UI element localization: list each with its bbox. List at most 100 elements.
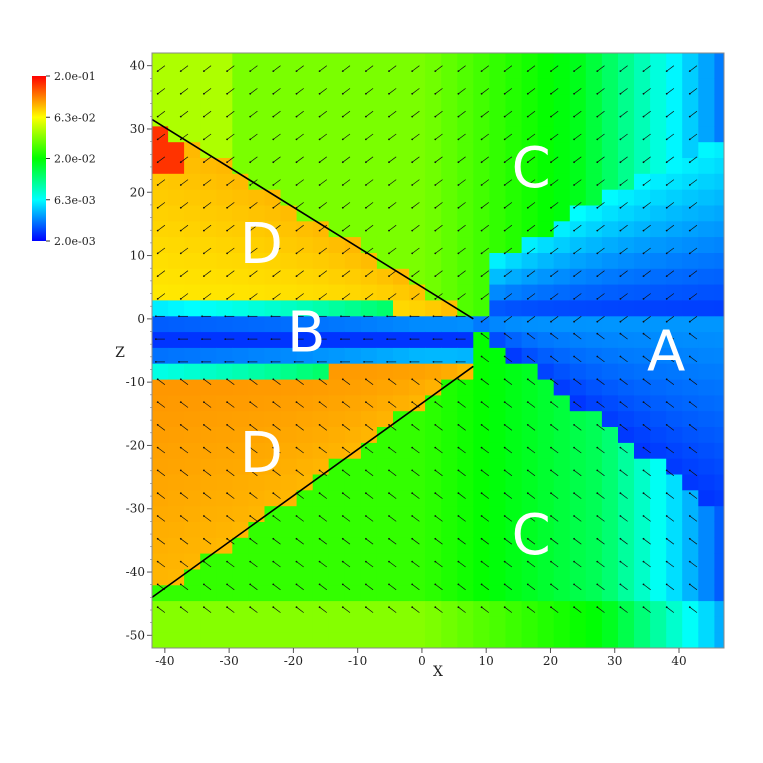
vector-arrow-head — [156, 138, 159, 141]
vector-arrow-head — [642, 583, 645, 586]
heatmap-cell — [168, 236, 185, 253]
heatmap-cell — [184, 584, 201, 602]
heatmap-cell — [216, 189, 233, 206]
heatmap-cell — [698, 268, 715, 285]
vector-arrow — [388, 606, 397, 613]
heatmap-cell — [537, 600, 555, 617]
heatmap-cell — [312, 553, 330, 570]
vector-arrow-head — [203, 606, 205, 609]
heatmap-cell — [184, 537, 201, 554]
heatmap-cell — [682, 473, 699, 491]
heatmap-cell — [184, 189, 201, 206]
heatmap-cell — [184, 553, 201, 570]
heatmap-cell — [168, 315, 185, 333]
heatmap-cell — [232, 347, 249, 364]
heatmap-cell — [521, 252, 539, 269]
vector-arrow-head — [619, 424, 622, 426]
vector-arrow — [157, 379, 166, 385]
heatmap-cell — [650, 315, 667, 333]
vector-arrow — [249, 270, 258, 277]
vector-arrow-head — [156, 537, 159, 540]
heatmap-cell — [650, 521, 667, 538]
heatmap-cell — [601, 110, 619, 127]
heatmap-cell — [714, 189, 724, 206]
vector-arrow-head — [272, 606, 275, 609]
vector-arrow-head — [550, 469, 552, 472]
heatmap-cell — [618, 363, 635, 380]
heatmap-cell — [521, 173, 539, 190]
heatmap-cell — [184, 284, 201, 301]
vector-arrow-head — [249, 206, 252, 209]
heatmap-cell — [521, 347, 539, 364]
vector-arrow-head — [249, 537, 252, 540]
vector-arrow — [666, 379, 675, 385]
vector-arrow-head — [642, 424, 645, 426]
vector-arrow — [689, 356, 698, 363]
heatmap-cell — [569, 236, 587, 253]
heatmap-cell — [714, 584, 724, 602]
vector-arrow-head — [293, 338, 296, 340]
heatmap-cell — [537, 363, 555, 380]
heatmap-cell — [682, 600, 699, 617]
vector-arrow — [550, 316, 559, 322]
heatmap-cell — [264, 78, 282, 95]
heatmap-cell — [184, 568, 201, 586]
vector-arrow-head — [272, 492, 275, 495]
heatmap-cell — [650, 157, 667, 174]
heatmap-cell — [553, 537, 571, 554]
vector-arrow-head — [156, 298, 159, 300]
heatmap-cell — [216, 553, 233, 570]
heatmap-cell — [521, 410, 539, 427]
heatmap-cell — [425, 78, 442, 95]
vector-arrow-head — [665, 469, 668, 472]
vector-arrow — [597, 561, 605, 568]
vector-arrow — [481, 156, 490, 163]
vector-arrow-head — [526, 332, 529, 335]
heatmap-cell — [312, 110, 330, 127]
vector-arrow-head — [365, 298, 367, 300]
heatmap-cell — [168, 537, 185, 554]
heatmap-cell — [328, 473, 346, 491]
heatmap-cell — [344, 600, 362, 617]
vector-arrow-head — [503, 161, 506, 164]
vector-arrow — [458, 515, 466, 522]
heatmap-cell — [296, 442, 314, 459]
vector-arrow-head — [503, 92, 506, 95]
heatmap-cell — [618, 584, 635, 602]
vector-arrow-head — [272, 275, 275, 277]
vector-arrow — [411, 247, 420, 254]
vector-arrow — [689, 424, 698, 431]
vector-arrow — [273, 88, 281, 95]
vector-arrow-head — [247, 315, 250, 318]
vector-arrow — [365, 584, 374, 591]
vector-arrow-head — [457, 70, 460, 72]
vector-arrow-head — [341, 115, 344, 118]
heatmap-cell — [216, 616, 233, 633]
heatmap-cell — [682, 537, 699, 554]
heatmap-cell — [505, 173, 523, 190]
heatmap-cell — [666, 173, 683, 190]
vector-arrow — [550, 538, 559, 545]
heatmap-cell — [200, 189, 217, 206]
heatmap-cell — [537, 284, 555, 301]
heatmap-cell — [344, 173, 362, 190]
heatmap-cell — [344, 505, 362, 522]
heatmap-cell — [505, 489, 523, 507]
vector-arrow-head — [388, 378, 390, 381]
vector-arrow — [203, 65, 212, 72]
heatmap-cell — [328, 252, 346, 269]
heatmap-cell — [264, 568, 282, 586]
heatmap-cell — [280, 204, 298, 222]
heatmap-cell — [168, 410, 185, 427]
vector-arrow-head — [619, 515, 622, 517]
heatmap-cell — [666, 236, 683, 253]
vector-arrow-head — [455, 315, 458, 318]
heatmap-cell — [457, 252, 474, 269]
vector-arrow — [226, 247, 235, 254]
vector-arrow-head — [386, 361, 389, 363]
heatmap-cell — [376, 141, 394, 158]
heatmap-cell — [376, 426, 394, 443]
vector-arrow — [689, 133, 698, 140]
vector-arrow-head — [388, 252, 390, 255]
heatmap-cell — [553, 189, 571, 206]
